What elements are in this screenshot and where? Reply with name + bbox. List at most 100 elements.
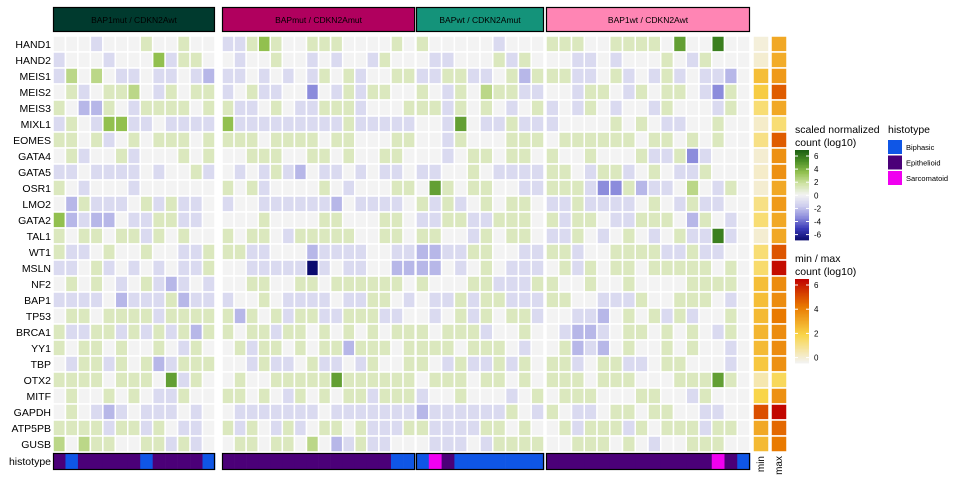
group-header-1 xyxy=(52,6,216,33)
heatmap-cell xyxy=(453,195,468,213)
legend-minmax-gradient-step xyxy=(795,291,809,294)
heatmap-cell xyxy=(64,115,79,133)
heatmap-cell xyxy=(736,243,751,261)
heatmap-cell xyxy=(492,435,507,453)
heatmap-cell xyxy=(201,147,216,165)
heatmap-cell xyxy=(440,355,456,373)
heatmap-cell xyxy=(269,115,284,133)
heatmap-cell xyxy=(164,35,179,53)
heatmap-cell xyxy=(269,67,284,85)
heatmap-cell xyxy=(164,147,179,165)
legend-scaled-tick: 2 xyxy=(814,178,819,187)
heatmap-cell xyxy=(672,35,687,53)
heatmap-cell xyxy=(293,131,308,149)
heatmap-cell xyxy=(164,83,179,101)
heatmap-cell xyxy=(52,227,67,245)
heatmap-cell xyxy=(233,243,247,261)
histotype-cell xyxy=(342,453,356,470)
minmax-cell xyxy=(770,83,788,101)
heatmap-cell xyxy=(305,163,320,181)
heatmap-cell xyxy=(257,403,272,421)
heatmap-cell xyxy=(233,339,247,357)
heatmap-cell xyxy=(114,147,129,165)
heatmap-cell xyxy=(609,147,624,165)
heatmap-cell xyxy=(647,131,662,149)
heatmap-cell xyxy=(609,99,624,117)
heatmap-cell xyxy=(672,355,687,373)
heatmap-cell xyxy=(711,115,726,133)
heatmap-cell xyxy=(233,115,247,133)
minmax-cell xyxy=(770,115,788,133)
heatmap-cell xyxy=(233,419,247,437)
heatmap-cell xyxy=(151,211,166,229)
heatmap-cell xyxy=(428,83,443,101)
histotype-cell xyxy=(737,453,751,470)
heatmap-cell xyxy=(660,419,675,437)
minmax-cell xyxy=(770,243,788,261)
heatmap-cell xyxy=(596,307,611,325)
heatmap-cell xyxy=(672,99,687,117)
minmax-cell xyxy=(752,131,770,149)
heatmap-cell xyxy=(176,147,191,165)
heatmap-cell xyxy=(102,339,117,357)
heatmap-cell xyxy=(621,51,636,69)
legend-minmax-gradient-step xyxy=(795,329,809,332)
heatmap-cell xyxy=(504,83,520,101)
heatmap-cell xyxy=(366,419,380,437)
minmax-cell xyxy=(770,371,788,389)
heatmap-cell xyxy=(201,243,216,261)
heatmap-cell xyxy=(269,339,284,357)
heatmap-cell xyxy=(317,355,332,373)
heatmap-cell xyxy=(558,83,573,101)
heatmap-cell xyxy=(201,99,216,117)
heatmap-cell xyxy=(269,243,284,261)
heatmap-cell xyxy=(530,323,545,341)
heatmap-cell xyxy=(390,227,404,245)
heatmap-cell xyxy=(428,179,443,197)
heatmap-cell xyxy=(698,67,713,85)
legend-scaled-gradient-step xyxy=(795,207,809,209)
heatmap-cell xyxy=(672,339,687,357)
heatmap-cell xyxy=(354,227,368,245)
gene-label: HAND1 xyxy=(15,39,51,51)
heatmap-cell xyxy=(583,35,598,53)
heatmap-cell xyxy=(596,35,611,53)
heatmap-cell xyxy=(64,99,79,117)
histotype-cell xyxy=(584,453,598,470)
heatmap-cell xyxy=(114,99,129,117)
heatmap-cell xyxy=(530,51,545,69)
heatmap-cell xyxy=(245,179,259,197)
heatmap-cell xyxy=(402,211,416,229)
heatmap-cell xyxy=(492,67,507,85)
heatmap-cell xyxy=(305,83,320,101)
heatmap-cell xyxy=(570,275,585,293)
heatmap-cell xyxy=(233,195,247,213)
heatmap-cell xyxy=(621,227,636,245)
heatmap-cell xyxy=(114,291,129,309)
heatmap-cell xyxy=(77,211,92,229)
heatmap-cell xyxy=(52,67,67,85)
heatmap-cell xyxy=(428,99,443,117)
heatmap-cell xyxy=(176,227,191,245)
heatmap-cell xyxy=(64,163,79,181)
heatmap-cell xyxy=(698,35,713,53)
heatmap-cell xyxy=(293,323,308,341)
heatmap-cell xyxy=(492,131,507,149)
heatmap-cell xyxy=(479,131,494,149)
heatmap-cell xyxy=(685,67,700,85)
heatmap-cell xyxy=(257,67,272,85)
heatmap-cell xyxy=(530,227,545,245)
legend-minmax-gradient-step xyxy=(795,343,809,346)
heatmap-cell xyxy=(440,275,456,293)
heatmap-cell xyxy=(245,403,259,421)
heatmap-cell xyxy=(390,435,404,453)
heatmap-cell xyxy=(201,51,216,69)
heatmap-cell xyxy=(402,403,416,421)
heatmap-cell xyxy=(329,163,344,181)
histotype-cell xyxy=(699,453,713,470)
heatmap-cell xyxy=(89,195,104,213)
heatmap-cell xyxy=(453,403,468,421)
heatmap-cell xyxy=(415,291,430,309)
heatmap-cell xyxy=(596,147,611,165)
legend-minmax-gradient-step xyxy=(795,319,809,322)
